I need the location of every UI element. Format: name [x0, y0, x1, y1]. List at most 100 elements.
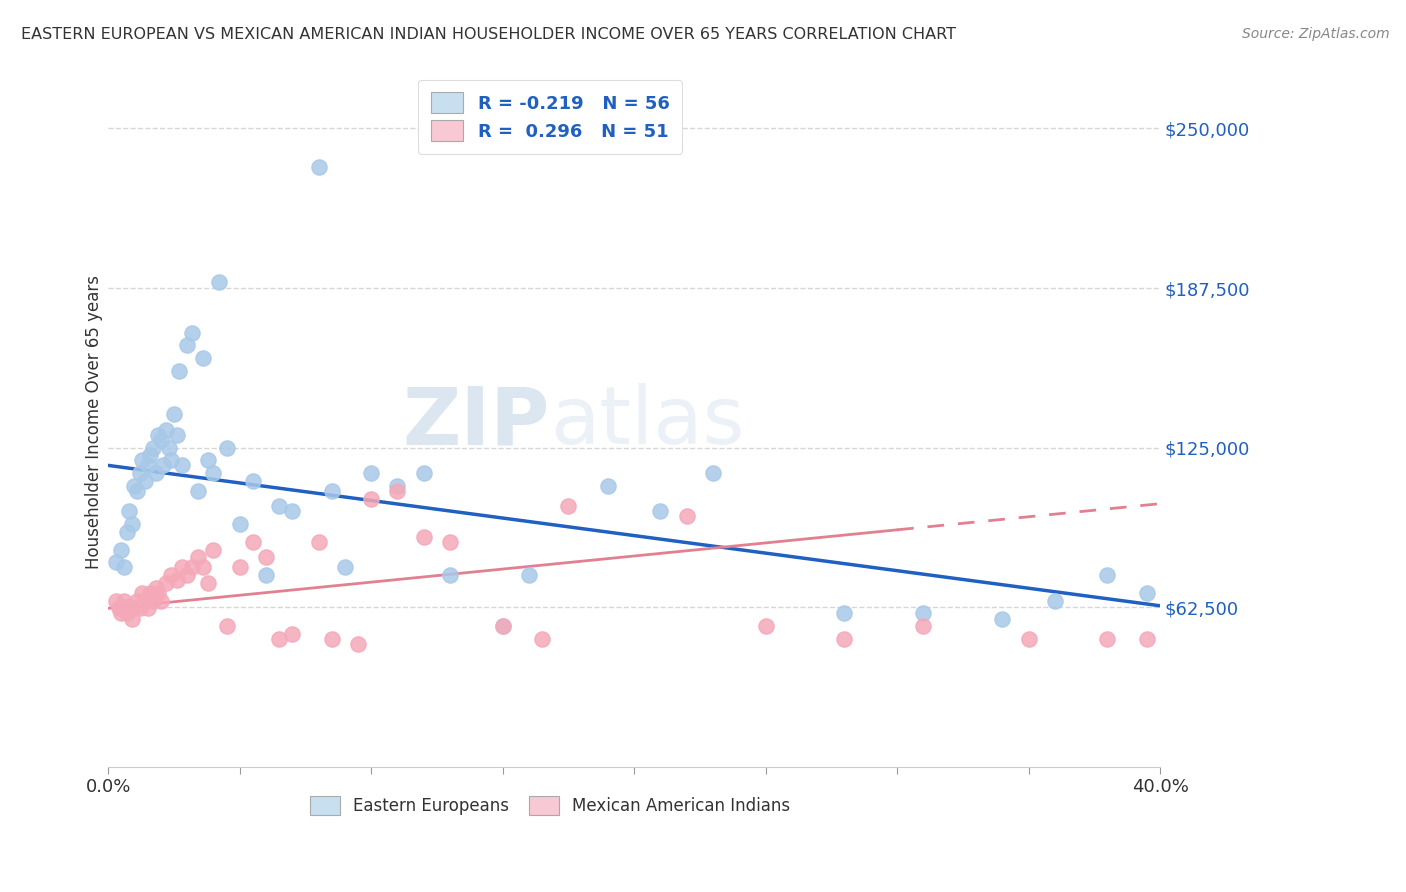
Point — [112, 560, 135, 574]
Point — [136, 458, 159, 473]
Y-axis label: Householder Income Over 65 years: Householder Income Over 65 years — [86, 275, 103, 569]
Point — [176, 338, 198, 352]
Point — [834, 607, 856, 621]
Point — [517, 568, 540, 582]
Point — [208, 275, 231, 289]
Point — [281, 504, 304, 518]
Point — [308, 535, 330, 549]
Point — [675, 509, 697, 524]
Point — [146, 586, 169, 600]
Point — [181, 560, 204, 574]
Point — [110, 607, 132, 621]
Point — [650, 504, 672, 518]
Point — [167, 364, 190, 378]
Text: atlas: atlas — [550, 383, 744, 461]
Point — [145, 466, 167, 480]
Point — [702, 466, 724, 480]
Point — [197, 453, 219, 467]
Point — [1097, 568, 1119, 582]
Text: ZIP: ZIP — [402, 383, 550, 461]
Point — [142, 593, 165, 607]
Point — [160, 453, 183, 467]
Point — [115, 607, 138, 621]
Point — [360, 491, 382, 506]
Point — [121, 611, 143, 625]
Point — [202, 466, 225, 480]
Point — [105, 555, 128, 569]
Point — [124, 601, 146, 615]
Point — [136, 601, 159, 615]
Point — [127, 593, 149, 607]
Point — [160, 568, 183, 582]
Point — [360, 466, 382, 480]
Point — [387, 483, 409, 498]
Point — [107, 601, 129, 615]
Point — [333, 560, 356, 574]
Point — [128, 601, 150, 615]
Point — [155, 575, 177, 590]
Point — [187, 483, 209, 498]
Point — [146, 427, 169, 442]
Point — [531, 632, 554, 646]
Point — [128, 466, 150, 480]
Point — [115, 524, 138, 539]
Point — [1136, 586, 1159, 600]
Point — [387, 479, 409, 493]
Point — [254, 568, 277, 582]
Point — [145, 581, 167, 595]
Point — [127, 483, 149, 498]
Point — [139, 586, 162, 600]
Point — [912, 607, 935, 621]
Point — [557, 500, 579, 514]
Point — [242, 535, 264, 549]
Point — [755, 619, 778, 633]
Point — [321, 632, 343, 646]
Point — [1043, 593, 1066, 607]
Point — [118, 504, 141, 518]
Point — [181, 326, 204, 340]
Point — [191, 560, 214, 574]
Point — [215, 619, 238, 633]
Point — [176, 568, 198, 582]
Point — [163, 408, 186, 422]
Point — [202, 542, 225, 557]
Point — [491, 619, 513, 633]
Point — [105, 593, 128, 607]
Point — [491, 619, 513, 633]
Point — [254, 550, 277, 565]
Point — [269, 632, 291, 646]
Point — [1136, 632, 1159, 646]
Point — [191, 351, 214, 366]
Point — [142, 441, 165, 455]
Point — [347, 637, 370, 651]
Point — [197, 575, 219, 590]
Point — [242, 474, 264, 488]
Text: EASTERN EUROPEAN VS MEXICAN AMERICAN INDIAN HOUSEHOLDER INCOME OVER 65 YEARS COR: EASTERN EUROPEAN VS MEXICAN AMERICAN IND… — [21, 27, 956, 42]
Point — [596, 479, 619, 493]
Point — [157, 441, 180, 455]
Point — [152, 458, 174, 473]
Point — [228, 560, 250, 574]
Point — [187, 550, 209, 565]
Point — [155, 423, 177, 437]
Point — [139, 448, 162, 462]
Point — [124, 479, 146, 493]
Point — [321, 483, 343, 498]
Point — [439, 535, 461, 549]
Point — [170, 458, 193, 473]
Point — [134, 474, 156, 488]
Point — [412, 466, 434, 480]
Point — [412, 530, 434, 544]
Legend: Eastern Europeans, Mexican American Indians: Eastern Europeans, Mexican American Indi… — [301, 788, 799, 823]
Point — [281, 627, 304, 641]
Point — [112, 593, 135, 607]
Point — [131, 586, 153, 600]
Point — [1018, 632, 1040, 646]
Text: Source: ZipAtlas.com: Source: ZipAtlas.com — [1241, 27, 1389, 41]
Point — [149, 593, 172, 607]
Point — [991, 611, 1014, 625]
Point — [166, 573, 188, 587]
Point — [149, 433, 172, 447]
Point — [134, 593, 156, 607]
Point — [170, 560, 193, 574]
